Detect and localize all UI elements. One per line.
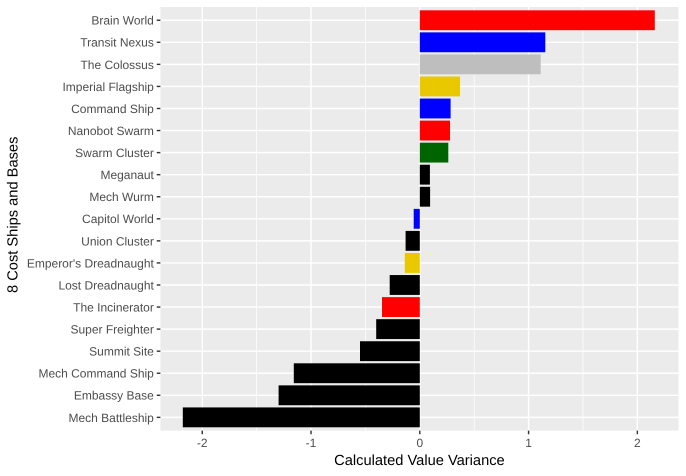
svg-text:Command Ship: Command Ship [71,102,154,116]
svg-text:Mech Battleship: Mech Battleship [68,411,154,425]
svg-text:2: 2 [634,436,641,450]
svg-text:Brain World: Brain World [91,14,154,28]
svg-text:Mech Wurm: Mech Wurm [89,190,154,204]
svg-text:-2: -2 [197,436,208,450]
svg-text:Union Cluster: Union Cluster [81,234,154,248]
svg-text:The Incinerator: The Incinerator [73,300,154,314]
svg-text:Emperor's Dreadnaught: Emperor's Dreadnaught [27,256,155,270]
svg-text:Calculated Value Variance: Calculated Value Variance [334,453,505,469]
svg-text:Transit Nexus: Transit Nexus [80,36,154,50]
svg-text:Embassy Base: Embassy Base [74,389,154,403]
svg-text:-1: -1 [306,436,317,450]
svg-text:Summit Site: Summit Site [89,345,154,359]
svg-text:Mech Command Ship: Mech Command Ship [38,367,154,381]
svg-text:The Colossus: The Colossus [80,58,153,72]
svg-text:0: 0 [416,436,423,450]
svg-text:1: 1 [525,436,532,450]
svg-text:Super Freighter: Super Freighter [70,323,153,337]
svg-text:Meganaut: Meganaut [100,168,154,182]
svg-text:8 Cost Ships and Bases: 8 Cost Ships and Bases [6,137,22,293]
svg-text:Lost Dreadnaught: Lost Dreadnaught [58,278,154,292]
svg-text:Nanobot Swarm: Nanobot Swarm [68,124,154,138]
svg-text:Swarm Cluster: Swarm Cluster [75,146,154,160]
svg-text:Capitol World: Capitol World [82,212,154,226]
svg-text:Imperial Flagship: Imperial Flagship [62,80,154,94]
